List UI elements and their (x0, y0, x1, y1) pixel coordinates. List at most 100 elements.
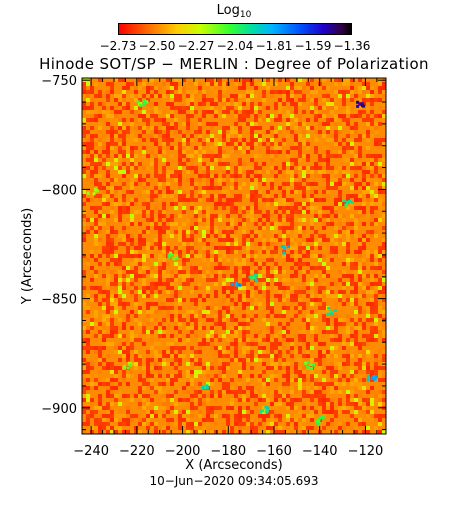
heatmap-cell (130, 154, 134, 158)
heatmap-cell (194, 110, 198, 114)
heatmap-cell (178, 142, 182, 146)
heatmap-cell (382, 250, 386, 254)
heatmap-cell (198, 198, 202, 202)
colorbar-tick-label: −2.27 (177, 39, 215, 53)
heatmap-cell (218, 338, 222, 342)
heatmap-cell (358, 170, 362, 174)
heatmap-cell (118, 186, 122, 190)
heatmap-cell (294, 430, 298, 434)
heatmap-cell (314, 378, 318, 382)
heatmap-cell (238, 146, 242, 150)
heatmap-cell (246, 346, 250, 350)
heatmap-cell (262, 90, 266, 94)
heatmap-cell (222, 394, 226, 398)
heatmap-cell (346, 410, 350, 414)
heatmap-cell (138, 234, 142, 238)
heatmap-cell (362, 294, 366, 298)
heatmap-cell (178, 250, 182, 254)
heatmap-feature (138, 103, 142, 107)
heatmap-cell (246, 290, 250, 294)
heatmap-cell (234, 238, 238, 242)
heatmap-cell (350, 194, 354, 198)
heatmap-cell (330, 334, 334, 338)
heatmap-cell (130, 190, 134, 194)
heatmap-cell (102, 402, 106, 406)
heatmap-cell (354, 334, 358, 338)
heatmap-cell (294, 290, 298, 294)
heatmap-cell (342, 378, 346, 382)
heatmap-cell (306, 286, 310, 290)
heatmap-cell (82, 106, 86, 110)
heatmap-cell (174, 402, 178, 406)
heatmap-cell (146, 122, 150, 126)
heatmap-cell (326, 310, 330, 314)
heatmap-cell (274, 266, 278, 270)
heatmap-cell (162, 318, 166, 322)
heatmap-cell (286, 366, 290, 370)
heatmap-cell (318, 130, 322, 134)
heatmap-cell (342, 406, 346, 410)
heatmap-cell (294, 382, 298, 386)
heatmap-cell (190, 394, 194, 398)
heatmap-cell (82, 426, 86, 430)
heatmap-cell (166, 194, 170, 198)
heatmap-cell (330, 186, 334, 190)
heatmap-cell (322, 174, 326, 178)
heatmap-cell (102, 262, 106, 266)
heatmap-cell (206, 262, 210, 266)
heatmap-cell (154, 238, 158, 242)
heatmap-cell (114, 398, 118, 402)
heatmap-cell (362, 302, 366, 306)
heatmap-cell (226, 298, 230, 302)
heatmap-cell (142, 206, 146, 210)
heatmap-cell (158, 154, 162, 158)
heatmap-cell (286, 282, 290, 286)
heatmap-cell (230, 142, 234, 146)
heatmap-cell (194, 130, 198, 134)
heatmap-feature (311, 363, 315, 367)
heatmap-cell (190, 170, 194, 174)
heatmap-cell (354, 94, 358, 98)
heatmap-cell (110, 82, 114, 86)
heatmap-cell (330, 326, 334, 330)
heatmap-cell (314, 334, 318, 338)
heatmap-cell (234, 354, 238, 358)
heatmap-cell (274, 406, 278, 410)
heatmap-cell (226, 310, 230, 314)
heatmap-cell (342, 350, 346, 354)
heatmap-cell (326, 330, 330, 334)
heatmap-cell (290, 338, 294, 342)
heatmap-cell (266, 170, 270, 174)
heatmap-cell (246, 234, 250, 238)
heatmap-cell (334, 282, 338, 286)
heatmap-cell (338, 318, 342, 322)
heatmap-cell (170, 106, 174, 110)
heatmap-cell (230, 90, 234, 94)
heatmap-cell (330, 178, 334, 182)
heatmap-cell (238, 230, 242, 234)
heatmap-cell (358, 90, 362, 94)
heatmap-cell (354, 150, 358, 154)
heatmap-cell (378, 430, 382, 434)
heatmap-cell (250, 210, 254, 214)
heatmap-cell (334, 322, 338, 326)
heatmap-cell (278, 322, 282, 326)
heatmap-cell (286, 194, 290, 198)
heatmap-cell (306, 202, 310, 206)
heatmap-cell (106, 266, 110, 270)
heatmap-cell (146, 90, 150, 94)
colorbar-tick-label: −2.50 (138, 39, 176, 53)
heatmap-cell (382, 238, 386, 242)
heatmap-cell (218, 238, 222, 242)
heatmap-cell (170, 110, 174, 114)
heatmap-cell (354, 126, 358, 130)
heatmap-feature (317, 418, 321, 422)
heatmap-cell (298, 150, 302, 154)
heatmap-cell (234, 226, 238, 230)
heatmap-cell (202, 150, 206, 154)
heatmap-cell (222, 134, 226, 138)
heatmap-cell (302, 366, 306, 370)
heatmap-cell (178, 298, 182, 302)
heatmap-feature (86, 191, 90, 195)
heatmap-cell (246, 274, 250, 278)
